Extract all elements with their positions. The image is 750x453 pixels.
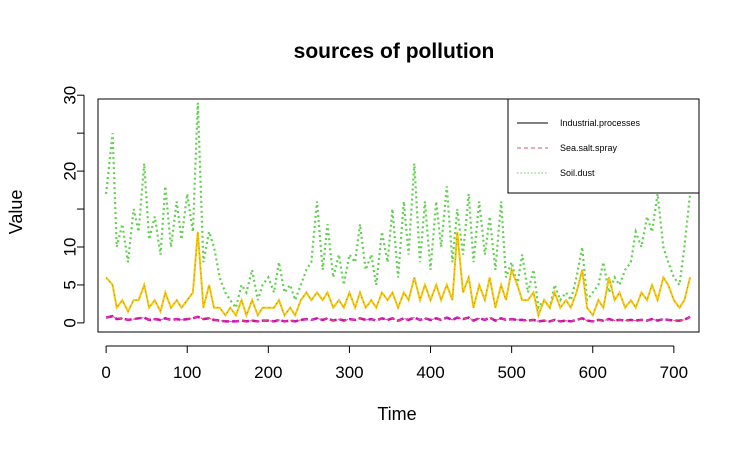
y-tick-label: 20 bbox=[61, 162, 80, 181]
x-axis: 0 100 200 300 400 500 600 700 bbox=[101, 345, 688, 382]
series-total bbox=[105, 231, 692, 319]
plot-frame bbox=[97, 98, 700, 333]
legend-label: Industrial.processes bbox=[560, 118, 641, 128]
y-tick-label: 10 bbox=[61, 238, 80, 257]
x-tick-label: 200 bbox=[254, 363, 282, 382]
legend-label: Sea.salt.spray bbox=[560, 143, 618, 153]
y-tick-label: 30 bbox=[61, 86, 80, 105]
y-tick-label: 0 bbox=[61, 318, 80, 327]
x-tick-label: 600 bbox=[579, 363, 607, 382]
y-axis-label: Value bbox=[6, 190, 26, 235]
x-tick-label: 0 bbox=[101, 363, 110, 382]
x-tick-label: 500 bbox=[497, 363, 525, 382]
x-tick-label: 700 bbox=[660, 363, 688, 382]
x-tick-label: 300 bbox=[335, 363, 363, 382]
chart-title: sources of pollution bbox=[294, 40, 495, 63]
series-layer bbox=[105, 102, 692, 323]
legend: Industrial.processes Sea.salt.spray Soil.d… bbox=[507, 98, 700, 194]
x-tick-label: 400 bbox=[416, 363, 444, 382]
y-axis: 0 5 10 20 30 bbox=[61, 86, 85, 328]
series-industrial-processes bbox=[105, 231, 691, 317]
legend-label: Soil.dust bbox=[560, 168, 595, 178]
series-soil-dust bbox=[105, 102, 692, 311]
x-tick-label: 100 bbox=[173, 363, 201, 382]
x-axis-label: Time bbox=[377, 404, 416, 424]
y-tick-label: 5 bbox=[61, 280, 80, 289]
series-sea-salt-spray bbox=[105, 315, 691, 322]
legend-box bbox=[507, 98, 700, 194]
